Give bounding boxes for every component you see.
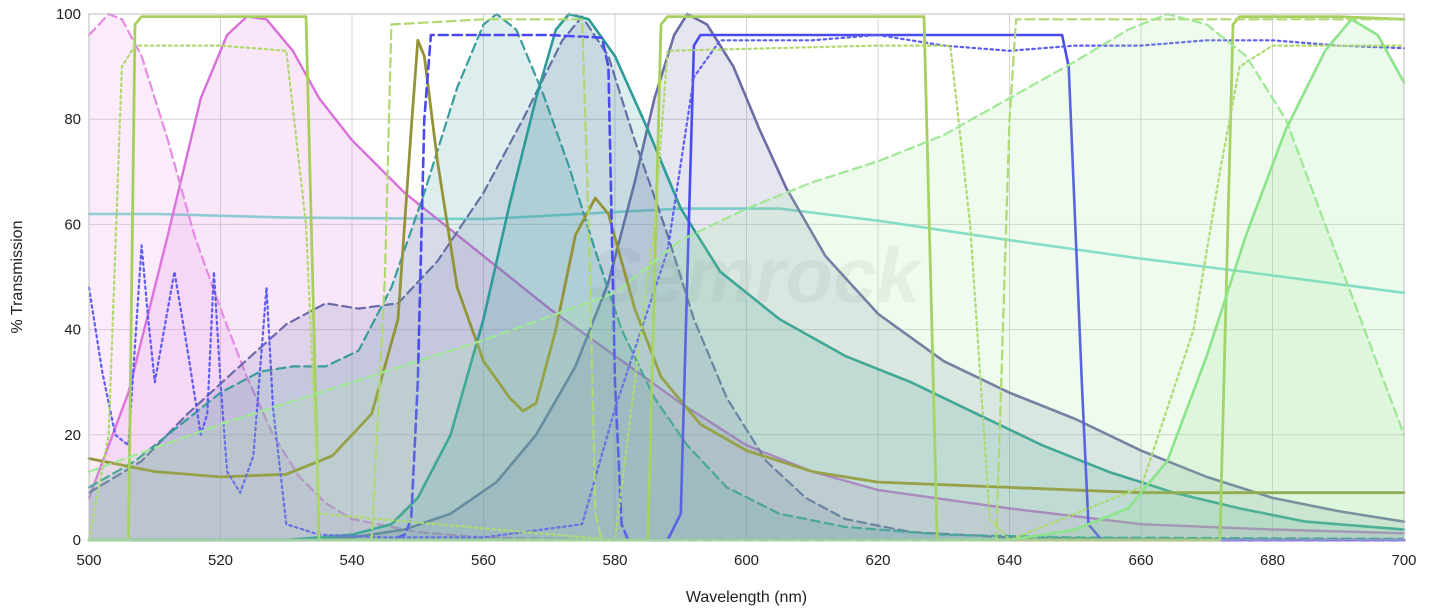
series-2-line — [87, 15, 1406, 535]
x-tick-label: 660 — [1128, 552, 1153, 569]
x-tick-label: 540 — [339, 552, 364, 569]
series-1-line — [87, 207, 1406, 295]
y-tick-label: 20 — [64, 427, 81, 444]
series-4-area — [89, 16, 1404, 541]
series-14-line — [87, 44, 1406, 542]
series-6-line — [87, 12, 1406, 540]
series-6-area — [89, 14, 1404, 540]
x-tick-label: 500 — [76, 552, 101, 569]
x-tick-label: 520 — [208, 552, 233, 569]
x-axis-title: Wavelength (nm) — [686, 589, 807, 606]
series-9-line — [87, 33, 1406, 542]
y-tick-label: 40 — [64, 322, 81, 339]
y-axis-title: % Transmission — [9, 221, 26, 334]
x-tick-label: 680 — [1260, 552, 1285, 569]
series-15-line — [87, 12, 1406, 473]
y-tick-label: 0 — [73, 532, 81, 549]
series-2-area — [89, 16, 1404, 541]
series-5-area — [286, 14, 1404, 540]
x-tick-label: 640 — [997, 552, 1022, 569]
series-11-line — [87, 33, 1406, 539]
series-8-line — [87, 38, 1406, 495]
series-layer — [87, 12, 1406, 542]
y-tick-label: 80 — [64, 111, 81, 128]
x-tick-label: 560 — [471, 552, 496, 569]
tick-labels: 500 520 540 560 580 600 620 640 660 680 700 0 20 40 60… — [56, 6, 1417, 569]
x-tick-label: 700 — [1391, 552, 1416, 569]
series-7-line — [285, 12, 1406, 542]
series-16-area — [89, 19, 1404, 541]
series-5-line — [285, 12, 1406, 542]
series-3-line — [87, 12, 1406, 542]
x-tick-label: 620 — [865, 552, 890, 569]
y-tick-label: 100 — [56, 6, 81, 23]
plot-frame — [88, 13, 1405, 541]
series-13-line — [87, 18, 1406, 542]
series-7-area — [286, 14, 1404, 540]
y-tick-label: 60 — [64, 216, 81, 233]
series-3-area — [89, 14, 1404, 540]
x-tick-label: 580 — [602, 552, 627, 569]
series-15-area — [89, 14, 1404, 540]
series-16-line — [87, 18, 1406, 542]
x-tick-label: 600 — [734, 552, 759, 569]
